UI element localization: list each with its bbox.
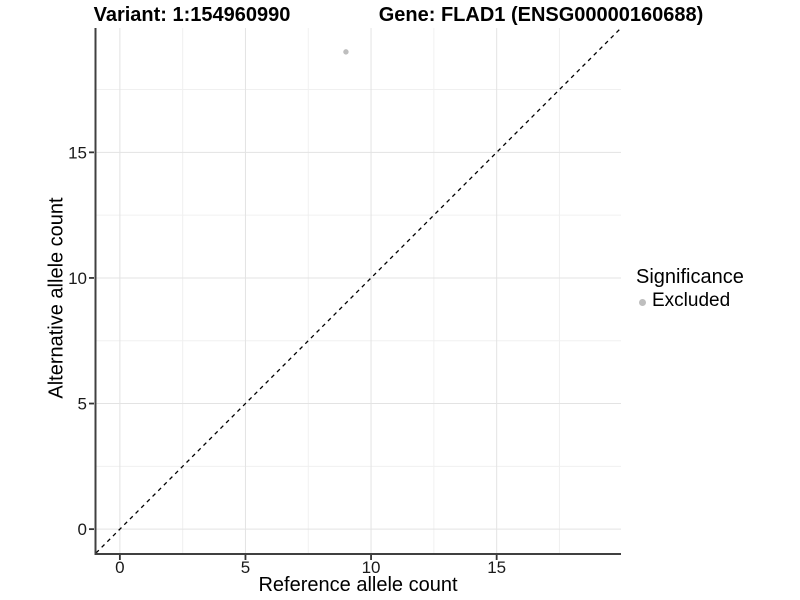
x-tick-label: 5 [241, 558, 250, 577]
identity-reference-line [95, 27, 622, 554]
x-tick-label: 15 [487, 558, 506, 577]
variant-title: Variant: 1:154960990 [93, 4, 291, 26]
y-axis-title: Alternative allele count [45, 197, 68, 399]
legend-item-label: Excluded [652, 290, 731, 311]
legend: Significance Excluded [636, 265, 744, 312]
x-tick-label: 0 [115, 558, 124, 577]
excluded-point-icon [639, 298, 646, 306]
y-tick-label: 10 [68, 269, 87, 288]
y-tick-label: 0 [78, 520, 87, 539]
y-tick-label: 5 [78, 395, 87, 414]
legend-title: Significance [636, 266, 744, 288]
gene-title: Gene: FLAD1 (ENSG00000160688) [378, 4, 704, 26]
x-tick-label: 10 [362, 558, 381, 577]
y-tick-label: 15 [68, 143, 87, 162]
x-axis-title: Reference allele count [258, 574, 458, 596]
data-point [343, 49, 349, 55]
legend-item-excluded: Excluded [636, 290, 744, 312]
